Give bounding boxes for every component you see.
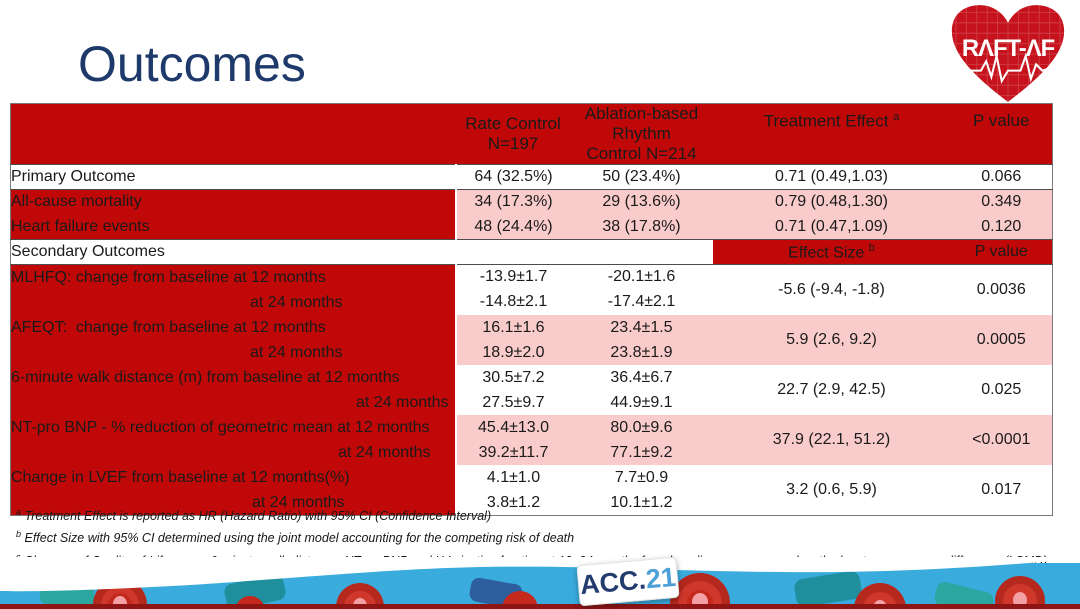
cell-effect: 22.7 (2.9, 42.5)	[777, 381, 886, 398]
cell-effect: 0.71 (0.47,1.09)	[712, 214, 951, 240]
cell-ablation-24: -17.4±2.1	[607, 293, 676, 311]
effect-size-header: Effect Size b	[712, 239, 951, 265]
secondary-outcomes-header-row: Secondary Outcomes Effect Size b P value	[10, 239, 1053, 265]
cell-effect: 5.9 (2.6, 9.2)	[712, 315, 951, 365]
cell-p: 0.120	[950, 214, 1053, 240]
acc21-badge: ACC. 21	[576, 556, 680, 607]
col-header-p-value: P value	[950, 103, 1053, 165]
header-empty-cell	[10, 103, 456, 165]
cell-rate-24: 3.8±1.2	[454, 490, 571, 516]
footer-wave-decoration	[0, 557, 1080, 609]
row-label: All-cause mortality	[10, 189, 456, 215]
footnote-a: a Treatment Effect is reported as HR (Ha…	[16, 507, 492, 524]
empty-cell	[570, 239, 713, 265]
row-label: NT-pro BNP - % reduction of geometric me…	[10, 415, 456, 465]
ablation-label: Ablation-based Rhythm	[584, 104, 699, 143]
primary-outcome-row: Primary Outcome 64 (32.5%) 50 (23.4%) 0.…	[10, 164, 1053, 190]
mlhfq-24-row: -14.8±2.1 -17.4±2.1	[11, 289, 1053, 315]
raft-af-heart-icon: RΛFT-ΛF	[951, 5, 1065, 102]
cell-rate: 34 (17.3%)	[454, 189, 571, 215]
cell-rate-24: -14.8±2.1	[454, 289, 571, 315]
row-label: MLHFQ: change from baseline at 12 months…	[10, 264, 456, 315]
bottom-strip	[0, 604, 1080, 609]
col-header-ablation: Ablation-based Rhythm Control N=214	[570, 103, 713, 165]
walk-distance-row: 6-minute walk distance (m) from baseline…	[10, 365, 1053, 415]
cell-p: 0.025	[981, 381, 1022, 398]
cell-rate-24: 39.2±11.7	[454, 440, 571, 465]
cell-p: 0.017	[981, 481, 1022, 498]
cell-effect: 0.79 (0.48,1.30)	[712, 189, 951, 215]
cell-effect: 37.9 (22.1, 51.2)	[712, 415, 951, 465]
lvef-24-row: 3.8±1.2 10.1±1.2	[11, 490, 1053, 516]
ntprobnp-24-row: 39.2±11.7 77.1±9.2	[11, 440, 1053, 465]
cell-p: 0.0036	[976, 281, 1026, 298]
cell-rate-12: 30.5±7.2	[454, 365, 571, 390]
cell-rate: 48 (24.4%)	[454, 214, 571, 240]
wave-white-cover	[0, 557, 1080, 592]
col-header-rate-control: Rate Control N=197	[455, 103, 571, 165]
cell-p: 0.066	[950, 164, 1053, 190]
empty-cell	[454, 239, 571, 265]
cell-effect: 3.2 (0.6, 5.9)	[786, 481, 877, 498]
cell-ablation-24: 10.1±1.2	[610, 493, 673, 511]
cell-ablation-12: 36.4±6.7	[610, 368, 673, 386]
cell-ablation: 38 (17.8%)	[570, 214, 713, 240]
secondary-outcomes-label: Secondary Outcomes	[10, 239, 456, 265]
ntprobnp-row: NT-pro BNP - % reduction of geometric me…	[10, 415, 1053, 465]
col-header-treatment-effect: Treatment Effect a	[712, 103, 951, 165]
walk-distance-24-row: 27.5±9.7 44.9±9.1	[11, 390, 1053, 415]
cell-ablation-24: 44.9±9.1	[610, 393, 673, 411]
row-label: Heart failure events	[10, 214, 456, 240]
cell-effect: 0.71 (0.49,1.03)	[712, 164, 951, 190]
cell-ablation-12: 23.4±1.5	[570, 315, 713, 340]
outcomes-table: Rate Control N=197 Ablation-based Rhythm…	[10, 103, 1053, 516]
footnote-b: b Effect Size with 95% CI determined usi…	[16, 529, 575, 546]
acc-year: 21	[644, 561, 678, 595]
cell-rate-24: 27.5±9.7	[454, 390, 571, 415]
cell-ablation-12: 7.7±0.9	[614, 468, 669, 486]
page-title: Outcomes	[78, 36, 306, 92]
footnote-b-marker: b	[868, 241, 875, 254]
mlhfq-row: MLHFQ: change from baseline at 12 months…	[10, 264, 1053, 315]
cell-rate-12: -13.9±1.7	[454, 264, 571, 290]
cell-ablation-12: 80.0±9.6	[570, 415, 713, 440]
all-cause-mortality-row: All-cause mortality 34 (17.3%) 29 (13.6%…	[10, 189, 1053, 215]
row-label: Change in LVEF from baseline at 12 month…	[10, 465, 456, 516]
logo-text: RΛFT-ΛF	[962, 35, 1055, 62]
p-value-header: P value	[950, 239, 1053, 265]
table-header-row: Rate Control N=197 Ablation-based Rhythm…	[10, 103, 1053, 165]
row-label: 6-minute walk distance (m) from baseline…	[10, 365, 456, 415]
lvef-row: Change in LVEF from baseline at 12 month…	[10, 465, 1053, 516]
footnote-a-marker: a	[893, 111, 900, 123]
rate-control-n: N=197	[487, 134, 539, 153]
cell-ablation-24: 77.1±9.2	[570, 440, 713, 465]
afeqt-24-row: 18.9±2.0 23.8±1.9	[11, 340, 1053, 365]
ablation-n: Control N=214	[586, 144, 697, 163]
cell-ablation-24: 23.8±1.9	[570, 340, 713, 365]
acc-label: ACC.	[578, 564, 648, 601]
primary-outcome-label: Primary Outcome	[10, 164, 456, 190]
cell-rate-12: 16.1±1.6	[454, 315, 571, 340]
cell-ablation: 29 (13.6%)	[570, 189, 713, 215]
row-label: AFEQT: change from baseline at 12 months…	[10, 315, 456, 365]
cell-rate-12: 45.4±13.0	[454, 415, 571, 440]
cell-p: 0.349	[950, 189, 1053, 215]
cell-p: 0.0005	[950, 315, 1053, 365]
ecg-trace-icon	[964, 52, 1054, 84]
cell-rate-12: 4.1±1.0	[454, 465, 571, 491]
afeqt-row: AFEQT: change from baseline at 12 months…	[10, 315, 1053, 365]
cell-ablation-12: -20.1±1.6	[607, 268, 676, 286]
cell-rate-24: 18.9±2.0	[454, 340, 571, 365]
heart-shape	[951, 5, 1065, 102]
cell-p: <0.0001	[950, 415, 1053, 465]
rate-control-label: Rate Control	[465, 114, 561, 133]
cell-rate: 64 (32.5%)	[454, 164, 571, 190]
cell-ablation: 50 (23.4%)	[570, 164, 713, 190]
heart-failure-events-row: Heart failure events 48 (24.4%) 38 (17.8…	[10, 214, 1053, 240]
cell-effect: -5.6 (-9.4, -1.8)	[778, 281, 885, 298]
